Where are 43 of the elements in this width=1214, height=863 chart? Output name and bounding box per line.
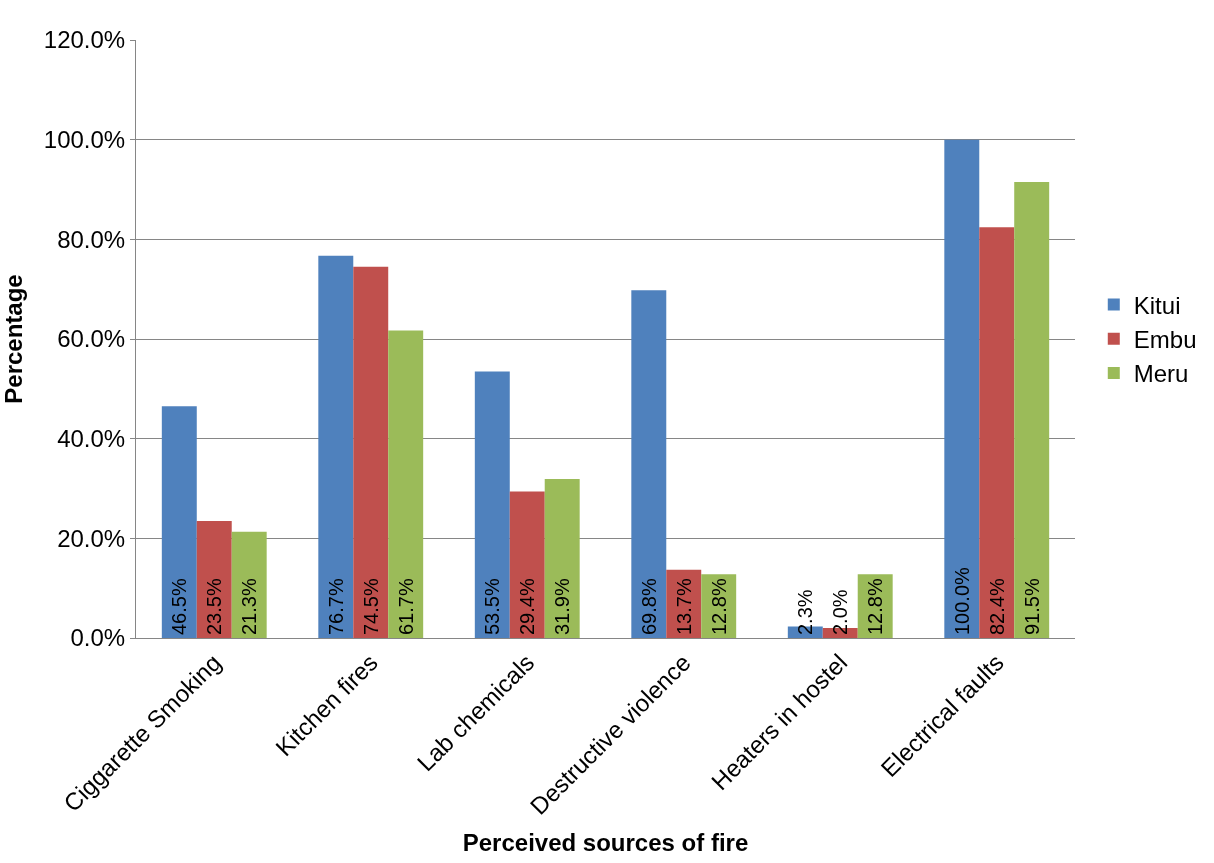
- y-tick-label: 40.0%: [57, 425, 126, 453]
- data-label: 61.7%: [394, 578, 417, 635]
- bar: [161, 406, 197, 638]
- y-tick-label: 120.0%: [43, 26, 126, 54]
- data-label: 69.8%: [637, 578, 660, 635]
- data-label: 91.5%: [1020, 578, 1043, 635]
- bar: [388, 330, 424, 638]
- data-label: 23.5%: [203, 578, 226, 635]
- y-axis-title: Percentage: [0, 274, 27, 404]
- legend-label: Embu: [1133, 326, 1197, 354]
- data-label: 53.5%: [481, 578, 504, 635]
- y-tick-label: 80.0%: [57, 225, 126, 253]
- bar: [196, 520, 232, 638]
- data-label: 12.8%: [707, 578, 730, 635]
- data-label: 100.0%: [950, 566, 973, 635]
- y-tick-label: 20.0%: [57, 524, 126, 552]
- bar: [231, 531, 267, 638]
- y-tick-label: 0.0%: [70, 624, 126, 652]
- bar: [1014, 182, 1050, 638]
- bar: [318, 255, 354, 638]
- data-label: 2.0%: [829, 589, 852, 635]
- bar: [979, 227, 1015, 638]
- bar: [509, 491, 545, 638]
- data-label: 29.4%: [516, 578, 539, 635]
- bar: [944, 139, 980, 638]
- data-label: 21.3%: [238, 578, 261, 635]
- data-label: 74.5%: [359, 578, 382, 635]
- legend-label: Kitui: [1133, 291, 1181, 319]
- data-label: 12.8%: [864, 578, 887, 635]
- legend-label: Meru: [1133, 360, 1189, 388]
- bar: [631, 290, 667, 638]
- data-label: 2.3%: [794, 589, 817, 635]
- bar: [544, 479, 580, 638]
- x-axis-title: Perceived sources of fire: [462, 828, 749, 856]
- bar: [474, 371, 510, 638]
- y-tick-label: 100.0%: [43, 126, 126, 154]
- data-label: 46.5%: [168, 578, 191, 635]
- data-label: 13.7%: [672, 578, 695, 635]
- data-label: 82.4%: [985, 578, 1008, 635]
- data-label: 76.7%: [324, 578, 347, 635]
- data-label: 31.9%: [551, 578, 574, 635]
- bar: [353, 266, 389, 638]
- y-tick-label: 60.0%: [57, 325, 126, 353]
